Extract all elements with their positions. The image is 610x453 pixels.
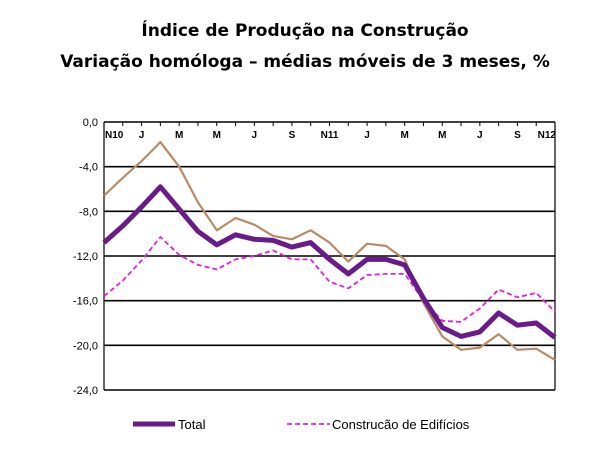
x-category-label: M — [175, 130, 183, 141]
x-category-label: N10 — [105, 130, 124, 141]
y-tick-label: 0,0 — [83, 117, 98, 129]
y-tick-labels: 0,0 -4,0 -8,0 -12,0 -16,0 -20,0 -24,0 — [73, 117, 98, 397]
legend-label-edificios: Construcão de Edifícios — [332, 417, 470, 432]
x-category-label: S — [289, 130, 296, 141]
y-tick-label: -20,0 — [73, 340, 98, 352]
x-category-label: N11 — [321, 130, 339, 141]
series-lines — [102, 141, 557, 361]
legend: Total Construcão de Edifícios — [133, 417, 470, 432]
x-category-label: M — [438, 130, 446, 141]
x-category-label: N12 — [538, 130, 557, 141]
x-category-label: S — [514, 130, 521, 141]
axes — [103, 122, 556, 390]
x-category-labels: N10 J M M J S N11 J M M J S N12 — [105, 130, 556, 141]
x-category-label: M — [213, 130, 221, 141]
series-line-unlabeled — [103, 141, 556, 361]
y-tick-label: -4,0 — [79, 162, 98, 174]
y-tick-label: -24,0 — [73, 385, 98, 397]
x-category-label: J — [477, 130, 483, 141]
y-tick-label: -12,0 — [73, 251, 98, 263]
x-category-label: J — [252, 130, 258, 141]
x-category-label: J — [139, 130, 145, 141]
y-tick-label: -8,0 — [79, 206, 98, 218]
legend-label-total: Total — [178, 417, 206, 432]
gridlines — [104, 121, 555, 391]
series-line-edificios — [103, 236, 556, 323]
chart-title: Índice de Produção na Construção — [141, 21, 469, 41]
y-tick-label: -16,0 — [73, 296, 98, 308]
series-line-total — [102, 184, 557, 340]
x-category-label: J — [364, 130, 370, 141]
x-category-label: M — [400, 130, 408, 141]
chart-subtitle: Variação homóloga – médias móveis de 3 m… — [60, 52, 550, 72]
